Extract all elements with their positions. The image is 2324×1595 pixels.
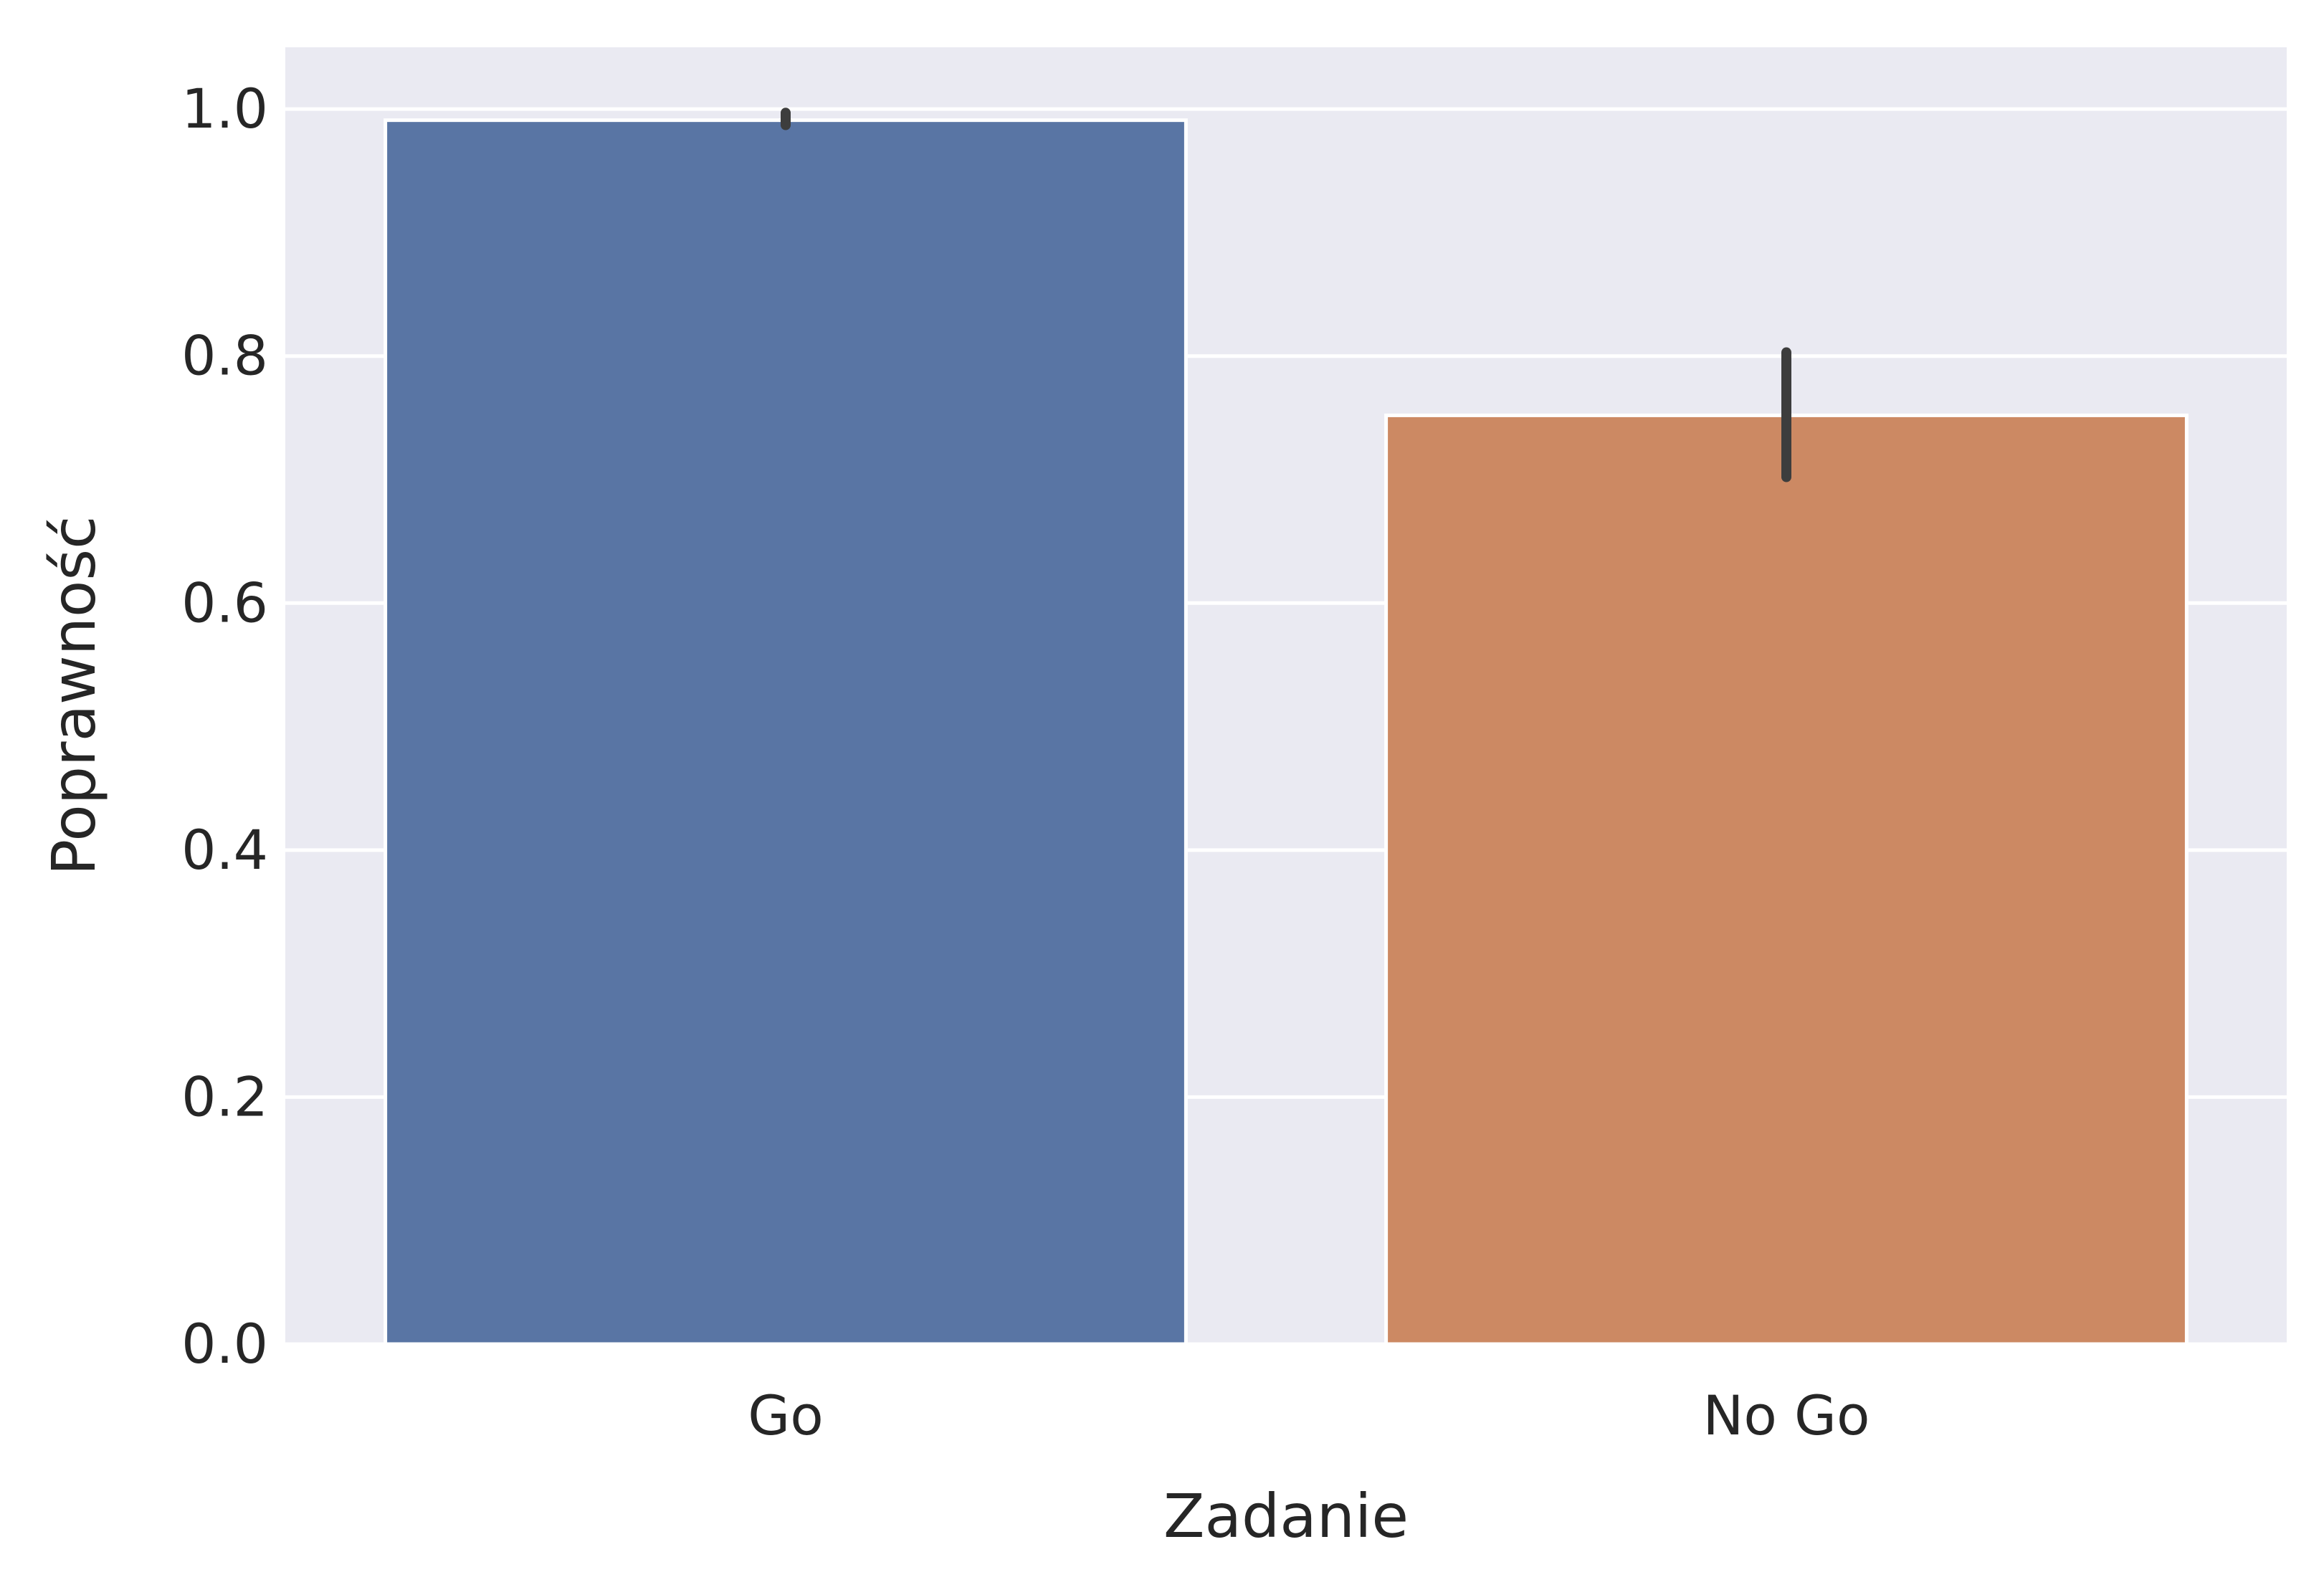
x-tick-label: No Go (1703, 1384, 1870, 1447)
error-bars (781, 108, 1791, 482)
bar-go (384, 118, 1188, 1346)
y-tick-labels: 0.0 0.2 0.4 0.6 0.8 1.0 (181, 77, 268, 1376)
y-tick-label: 0.6 (181, 571, 268, 634)
y-tick-label: 0.2 (181, 1065, 268, 1128)
y-tick-label: 0.4 (181, 818, 268, 882)
y-tick-label: 0.8 (181, 324, 268, 388)
y-tick-label: 1.0 (181, 77, 268, 141)
x-tick-labels: Go No Go (748, 1384, 1870, 1447)
y-axis-label: Poprawność (39, 516, 109, 876)
y-tick-label: 0.0 (181, 1312, 268, 1376)
bars (384, 118, 2189, 1346)
x-tick-label: Go (748, 1384, 823, 1447)
bar-no-go (1384, 413, 2189, 1346)
x-axis-label: Zadanie (1163, 1481, 1409, 1551)
